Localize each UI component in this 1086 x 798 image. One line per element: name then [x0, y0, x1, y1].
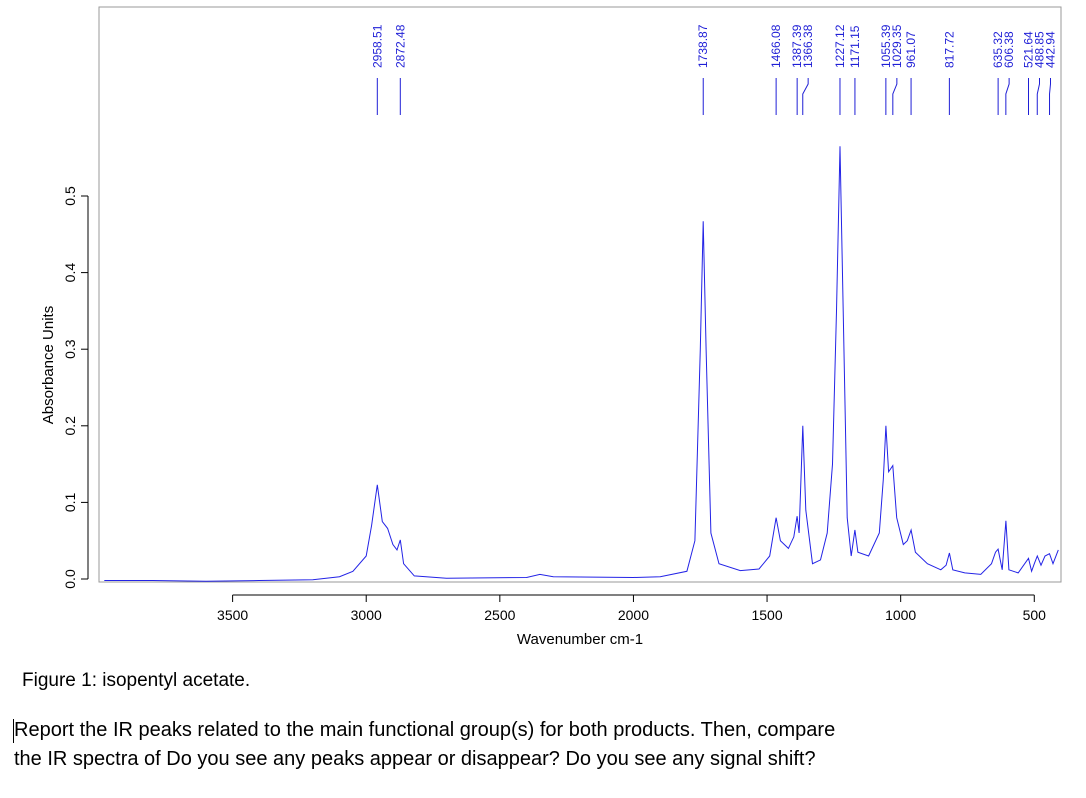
y-tick-label: 0.2 [62, 416, 78, 436]
y-tick-label: 0.4 [62, 263, 78, 283]
x-tick-label: 500 [1023, 607, 1047, 623]
question-line-1: Report the IR peaks related to the main … [14, 719, 836, 741]
x-axis-title: Wavenumber cm-1 [517, 631, 643, 648]
peak-markers: 2958.51 2872.48 1738.87 1466.08 1387.391366.… [370, 24, 1057, 115]
x-axis: 3500 3000 2500 2000 1500 1000 500 [217, 594, 1047, 623]
peak-marker-line [1036, 78, 1040, 115]
peak-label: 635.32 [991, 31, 1005, 68]
peak-label: 442.94 [1043, 31, 1057, 68]
question-text[interactable]: Report the IR peaks related to the main … [14, 716, 1074, 774]
y-tick-label: 0.5 [62, 186, 78, 206]
y-axis: 0.0 0.1 0.2 0.3 0.4 0.5 [62, 186, 89, 589]
peak-label: 488.85 [1032, 31, 1046, 68]
peak-marker-line [802, 78, 809, 115]
x-tick-label: 1000 [885, 607, 916, 623]
peak-label: 1029.35 [890, 24, 904, 68]
y-tick-label: 0.3 [62, 339, 78, 359]
peak-marker-line [1049, 78, 1051, 115]
peak-label: 1366.38 [801, 24, 815, 68]
spectrum-line [104, 146, 1059, 582]
peak-label: 1738.87 [696, 24, 710, 68]
peak-label: 1387.39 [790, 24, 804, 68]
plot-frame [98, 6, 1062, 583]
peak-label: 2958.51 [370, 24, 384, 68]
peak-label: 606.38 [1002, 31, 1016, 68]
peak-marker-line [1005, 78, 1010, 115]
x-tick-label: 3000 [351, 607, 382, 623]
figure-caption: Figure 1: isopentyl acetate. [22, 670, 251, 691]
x-tick-label: 1500 [751, 607, 782, 623]
peak-label: 817.72 [942, 31, 956, 68]
peak-label: 961.07 [904, 31, 918, 68]
y-tick-label: 0.1 [62, 492, 78, 512]
y-axis-title: Absorbance Units [40, 306, 57, 424]
peak-label: 1171.15 [848, 25, 862, 68]
text-cursor [13, 719, 14, 743]
ir-spectrum-chart: 3500 3000 2500 2000 1500 1000 500 0.0 0.1 0.2 0.3… [40, 6, 1062, 648]
peak-label: 1055.39 [879, 24, 893, 68]
peak-label: 2872.48 [393, 24, 407, 68]
peak-label: 1466.08 [769, 24, 783, 68]
x-tick-label: 2000 [618, 607, 649, 623]
peak-marker-line [892, 78, 898, 115]
peak-label: 521.64 [1021, 31, 1035, 68]
y-tick-label: 0.0 [62, 569, 78, 589]
x-tick-label: 3500 [217, 607, 248, 623]
question-line-2: the IR spectra of Do you see any peaks a… [14, 748, 816, 770]
spectrum-svg: 3500 3000 2500 2000 1500 1000 500 0.0 0.1 0.2 0.3… [40, 6, 1062, 648]
x-tick-label: 2500 [484, 607, 515, 623]
peak-label: 1227.12 [833, 24, 847, 68]
